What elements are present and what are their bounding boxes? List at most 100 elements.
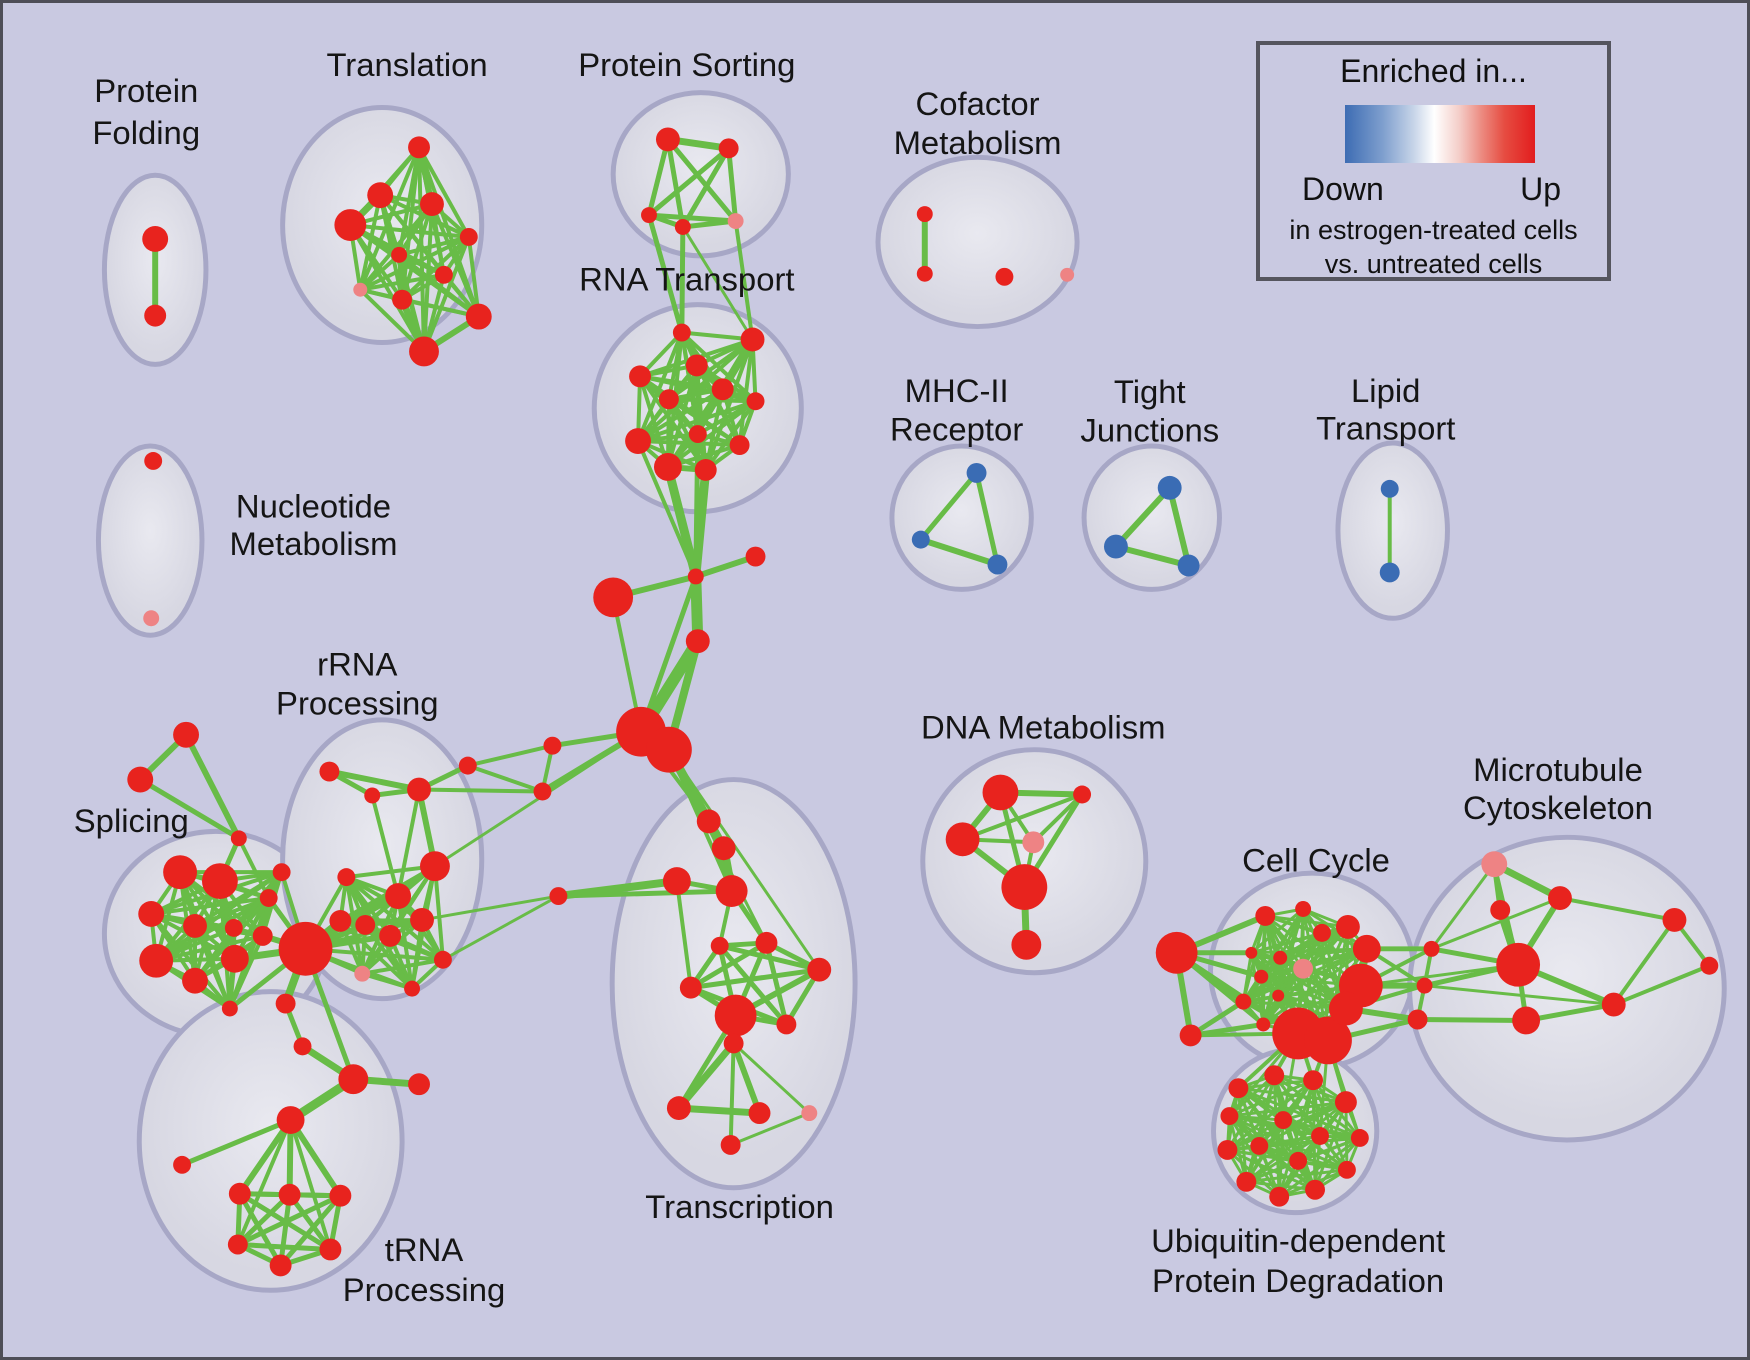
- node-u4[interactable]: [1334, 1091, 1357, 1114]
- node-tr15[interactable]: [720, 1134, 741, 1155]
- node-t7[interactable]: [434, 265, 453, 284]
- node-tj2[interactable]: [1103, 534, 1128, 559]
- node-rt7[interactable]: [746, 392, 765, 411]
- node-tr13[interactable]: [748, 1102, 771, 1125]
- node-c7[interactable]: [1245, 946, 1258, 959]
- node-sa2[interactable]: [127, 766, 154, 793]
- node-d2[interactable]: [1073, 785, 1092, 804]
- node-rQ[interactable]: [293, 1037, 312, 1056]
- node-m1[interactable]: [966, 462, 987, 483]
- node-t1[interactable]: [408, 136, 430, 159]
- node-u3[interactable]: [1303, 1070, 1324, 1091]
- node-tr11[interactable]: [723, 1033, 744, 1054]
- node-tn5[interactable]: [319, 1238, 342, 1261]
- node-pf1[interactable]: [142, 226, 169, 252]
- node-t11[interactable]: [409, 336, 439, 367]
- node-c13[interactable]: [1256, 1017, 1271, 1032]
- node-cc1[interactable]: [1423, 940, 1440, 957]
- node-s10[interactable]: [221, 1000, 238, 1017]
- node-tr12[interactable]: [666, 1096, 691, 1121]
- node-rt6[interactable]: [711, 378, 734, 401]
- node-rB[interactable]: [364, 787, 381, 804]
- node-rt5[interactable]: [658, 389, 679, 410]
- node-tn1[interactable]: [228, 1182, 251, 1205]
- node-mt1[interactable]: [1481, 851, 1508, 878]
- node-rt8[interactable]: [625, 428, 651, 455]
- node-cn2[interactable]: [745, 546, 766, 567]
- node-u2[interactable]: [1264, 1065, 1285, 1086]
- node-mt8[interactable]: [1700, 956, 1719, 975]
- node-rK[interactable]: [433, 950, 452, 969]
- node-s12[interactable]: [272, 863, 291, 882]
- node-c11[interactable]: [1235, 993, 1252, 1010]
- node-tr6[interactable]: [755, 931, 778, 954]
- node-d4[interactable]: [1022, 831, 1045, 854]
- node-tn2[interactable]: [278, 1183, 301, 1206]
- node-rt3[interactable]: [629, 365, 651, 388]
- node-mt3[interactable]: [1490, 900, 1511, 920]
- node-tr7[interactable]: [679, 976, 702, 999]
- node-tU[interactable]: [276, 1106, 305, 1134]
- node-mt4[interactable]: [1496, 942, 1541, 987]
- node-cc2[interactable]: [1416, 977, 1433, 994]
- node-rP[interactable]: [275, 993, 296, 1014]
- node-tj1[interactable]: [1157, 475, 1182, 500]
- node-u10[interactable]: [1217, 1139, 1238, 1160]
- node-u11[interactable]: [1220, 1107, 1239, 1126]
- node-tn4[interactable]: [227, 1234, 248, 1255]
- node-cf2[interactable]: [916, 265, 933, 282]
- node-ps3[interactable]: [641, 207, 657, 224]
- node-m2[interactable]: [911, 530, 930, 549]
- node-mt5[interactable]: [1512, 1006, 1541, 1035]
- node-rt10[interactable]: [729, 435, 750, 455]
- node-tj3[interactable]: [1177, 554, 1200, 577]
- node-t3[interactable]: [420, 192, 444, 217]
- node-c3[interactable]: [1335, 914, 1360, 939]
- node-c15[interactable]: [1304, 1016, 1352, 1065]
- node-rR[interactable]: [338, 1064, 369, 1095]
- node-ps2[interactable]: [718, 138, 739, 159]
- node-rt9[interactable]: [688, 425, 707, 444]
- node-s2[interactable]: [201, 863, 238, 900]
- node-u1[interactable]: [1228, 1078, 1249, 1099]
- node-t5[interactable]: [459, 228, 478, 246]
- node-mt2[interactable]: [1548, 886, 1572, 910]
- node-d5[interactable]: [1001, 864, 1048, 910]
- node-u15[interactable]: [1250, 1136, 1269, 1155]
- node-cf1[interactable]: [916, 206, 933, 223]
- node-u6[interactable]: [1337, 1160, 1356, 1179]
- node-rt2[interactable]: [740, 327, 765, 352]
- node-s7[interactable]: [139, 943, 174, 978]
- node-c16[interactable]: [1328, 991, 1363, 1026]
- node-rO[interactable]: [278, 921, 333, 976]
- node-d1[interactable]: [982, 774, 1019, 811]
- node-rS[interactable]: [408, 1073, 430, 1096]
- node-ps5[interactable]: [727, 213, 744, 229]
- node-lp1[interactable]: [1380, 479, 1399, 498]
- node-t2[interactable]: [367, 182, 394, 209]
- node-tr3[interactable]: [715, 875, 748, 907]
- node-c8[interactable]: [1273, 950, 1288, 965]
- node-c5[interactable]: [1352, 934, 1381, 963]
- node-c4[interactable]: [1313, 923, 1331, 942]
- node-s1[interactable]: [163, 855, 198, 890]
- node-rL[interactable]: [404, 980, 421, 997]
- node-cn5[interactable]: [543, 736, 562, 755]
- node-d6[interactable]: [1011, 929, 1042, 960]
- node-tn6[interactable]: [269, 1254, 292, 1277]
- node-cL2[interactable]: [1179, 1024, 1202, 1047]
- node-cc3[interactable]: [1407, 1009, 1428, 1030]
- node-cn7[interactable]: [549, 887, 568, 906]
- node-u8[interactable]: [1269, 1186, 1290, 1207]
- node-rt4[interactable]: [685, 354, 708, 377]
- node-rt11[interactable]: [653, 453, 682, 481]
- node-c6[interactable]: [1293, 958, 1314, 979]
- node-mt6[interactable]: [1601, 992, 1626, 1017]
- node-rA[interactable]: [319, 761, 340, 782]
- node-t6[interactable]: [391, 246, 408, 263]
- node-c9[interactable]: [1254, 969, 1269, 984]
- node-tr5[interactable]: [710, 936, 729, 955]
- node-rt12[interactable]: [694, 458, 717, 481]
- node-sa1[interactable]: [173, 721, 199, 748]
- node-tr2[interactable]: [711, 836, 736, 861]
